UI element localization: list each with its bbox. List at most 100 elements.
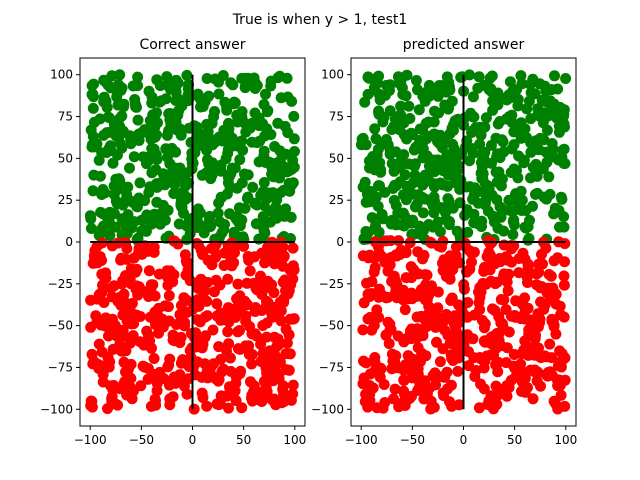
scatter-point bbox=[374, 157, 386, 169]
scatter-point bbox=[142, 373, 154, 385]
scatter-point bbox=[529, 333, 541, 345]
scatter-point bbox=[362, 88, 374, 100]
scatter-points bbox=[355, 69, 572, 415]
scatter-point bbox=[411, 290, 423, 302]
scatter-point bbox=[441, 149, 453, 161]
scatter-point bbox=[516, 205, 528, 216]
scatter-point bbox=[164, 353, 176, 365]
scatter-point bbox=[132, 114, 144, 126]
scatter-point bbox=[413, 104, 425, 116]
scatter-point bbox=[87, 257, 99, 269]
scatter-point bbox=[148, 246, 160, 258]
scatter-point bbox=[421, 388, 433, 400]
scatter-point bbox=[505, 167, 517, 178]
scatter-point bbox=[231, 302, 243, 314]
scatter-point bbox=[400, 272, 412, 284]
scatter-point bbox=[234, 343, 246, 355]
scatter-point bbox=[218, 260, 230, 271]
scatter-point bbox=[358, 297, 370, 309]
scatter-point bbox=[174, 309, 186, 321]
scatter-point bbox=[522, 270, 534, 282]
scatter-point bbox=[374, 94, 386, 106]
scatter-point bbox=[239, 202, 251, 214]
scatter-point bbox=[500, 304, 512, 315]
scatter-point bbox=[364, 368, 376, 380]
scatter-point bbox=[485, 251, 497, 263]
scatter-point bbox=[111, 198, 123, 210]
scatter-point bbox=[530, 188, 541, 200]
scatter-point bbox=[500, 113, 512, 125]
scatter-point bbox=[371, 402, 383, 414]
scatter-point bbox=[262, 187, 274, 199]
scatter-point bbox=[517, 247, 529, 259]
x-tick-label: −50 bbox=[400, 433, 425, 447]
scatter-point bbox=[529, 88, 541, 100]
scatter-point bbox=[423, 116, 434, 128]
scatter-point bbox=[108, 382, 120, 394]
scatter-point bbox=[88, 169, 100, 181]
scatter-point bbox=[216, 192, 227, 204]
scatter-point bbox=[118, 216, 130, 228]
y-tick-label: −50 bbox=[48, 319, 73, 333]
scatter-point bbox=[111, 330, 122, 342]
scatter-point bbox=[533, 266, 545, 278]
y-tick-label: 50 bbox=[58, 151, 73, 165]
scatter-point bbox=[181, 69, 193, 81]
scatter-point bbox=[360, 388, 372, 400]
scatter-point bbox=[287, 155, 299, 167]
figure-suptitle: True is when y > 1, test1 bbox=[232, 12, 408, 28]
scatter-point bbox=[486, 157, 497, 169]
scatter-point bbox=[240, 310, 252, 322]
scatter-point bbox=[515, 132, 527, 144]
scatter-point bbox=[124, 337, 136, 349]
scatter-point bbox=[516, 194, 528, 206]
scatter-point bbox=[390, 159, 402, 170]
scatter-point bbox=[239, 72, 251, 84]
scatter-point bbox=[381, 79, 392, 91]
scatter-point bbox=[432, 90, 444, 102]
scatter-point bbox=[85, 223, 97, 234]
scatter-point bbox=[543, 171, 555, 183]
scatter-point bbox=[493, 311, 505, 323]
scatter-point bbox=[507, 216, 519, 228]
scatter-point bbox=[546, 315, 558, 327]
scatter-point bbox=[244, 265, 256, 277]
scatter-point bbox=[122, 181, 134, 193]
scatter-point bbox=[88, 116, 100, 128]
scatter-point bbox=[284, 348, 296, 360]
scatter-point bbox=[479, 121, 491, 133]
x-tick-label: 100 bbox=[554, 433, 577, 447]
scatter-point bbox=[503, 268, 515, 280]
scatter-point bbox=[238, 240, 250, 252]
scatter-point bbox=[241, 299, 253, 311]
scatter-point bbox=[409, 158, 421, 170]
scatter-point bbox=[548, 255, 560, 267]
scatter-point bbox=[527, 200, 538, 212]
scatter-point bbox=[531, 167, 543, 179]
scatter-point bbox=[206, 117, 218, 129]
scatter-point bbox=[288, 313, 300, 325]
scatter-point bbox=[386, 251, 398, 263]
scatter-point bbox=[380, 134, 392, 145]
scatter-point bbox=[478, 322, 490, 334]
scatter-point bbox=[507, 229, 519, 240]
scatter-point bbox=[516, 348, 528, 360]
scatter-points bbox=[84, 69, 300, 415]
scatter-point bbox=[476, 220, 487, 232]
scatter-point bbox=[234, 154, 246, 166]
scatter-point bbox=[185, 351, 197, 363]
scatter-point bbox=[364, 162, 375, 174]
scatter-point bbox=[87, 185, 99, 197]
y-tick-label: 100 bbox=[321, 68, 344, 82]
scatter-point bbox=[437, 387, 449, 399]
scatter-point bbox=[432, 154, 444, 166]
scatter-point bbox=[508, 139, 520, 151]
scatter-point bbox=[258, 200, 270, 212]
scatter-point bbox=[493, 166, 505, 178]
scatter-point bbox=[163, 290, 175, 302]
scatter-point bbox=[550, 206, 562, 218]
scatter-point bbox=[398, 396, 410, 408]
scatter-point bbox=[269, 141, 281, 152]
scatter-point bbox=[244, 321, 256, 333]
scatter-point bbox=[248, 72, 260, 84]
